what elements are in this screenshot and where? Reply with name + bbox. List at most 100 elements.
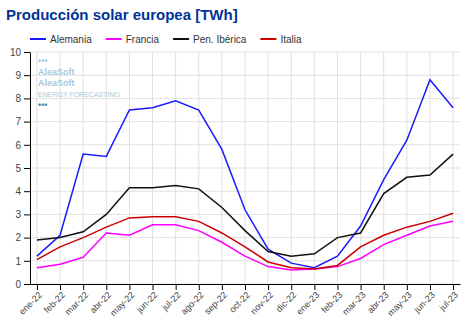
tick: 10 [10, 47, 30, 58]
tick-mark [83, 284, 84, 290]
grid-line [406, 52, 407, 284]
tick-mark [337, 284, 338, 290]
annotations: •••AleaSoftAleaSoftENERGY FORECASTING••• [38, 56, 120, 110]
tick: 4 [15, 186, 30, 197]
grid-line [429, 52, 430, 284]
tick-label: 9 [15, 70, 21, 81]
chart-container: 0 1 2 3 4 5 6 7 8 9 10 ene-22feb-22mar-22abr-22may-… [0, 0, 474, 328]
tick-mark [199, 284, 200, 290]
tick-mark [24, 75, 30, 76]
tick-mark [407, 284, 408, 290]
tick-label: sep-22 [202, 290, 229, 317]
tick-mark [384, 284, 385, 290]
legend-swatch [30, 38, 46, 40]
grid-line [453, 52, 454, 284]
tick: sep-22 [202, 284, 229, 316]
tick: nov-22 [249, 284, 276, 316]
legend-item: Pen. Ibérica [173, 34, 247, 45]
tick: 2 [15, 232, 30, 243]
tick: mar-23 [340, 284, 367, 317]
grid-line [337, 52, 338, 284]
annotation: AleaSoft [38, 67, 75, 77]
tick: 3 [15, 209, 30, 220]
tick-label: nov-22 [249, 290, 276, 317]
grid-line [221, 52, 222, 284]
tick-mark [37, 284, 38, 290]
tick-mark [24, 98, 30, 99]
annotation: ENERGY FORECASTING [38, 91, 120, 98]
tick-label: 6 [15, 140, 21, 151]
legend-swatch [106, 38, 122, 40]
legend: Alemania Francia Pen. Ibérica Italia [30, 34, 302, 45]
grid-line [314, 52, 315, 284]
tick-mark [176, 284, 177, 290]
tick-mark [245, 284, 246, 290]
series-line [37, 213, 453, 269]
tick-label: oct-22 [227, 290, 252, 315]
tick-label: ago-22 [179, 290, 206, 317]
tick-label: 3 [15, 209, 21, 220]
tick-label: may-22 [108, 290, 136, 318]
tick-label: mar-23 [340, 290, 367, 317]
tick: may-22 [108, 284, 136, 318]
tick: ago-22 [179, 284, 206, 317]
grid-line [360, 52, 361, 284]
tick: jun-22 [134, 284, 159, 315]
grid-line [83, 52, 84, 284]
tick: ene-22 [17, 284, 44, 317]
grid-line [175, 52, 176, 284]
grid-line [129, 52, 130, 284]
tick-mark [153, 284, 154, 290]
tick-label: 1 [15, 255, 21, 266]
y-axis: 0 1 2 3 4 5 6 7 8 9 10 [10, 47, 31, 290]
tick-label: may-23 [386, 290, 414, 318]
tick-mark [453, 284, 454, 290]
tick-label: 8 [15, 93, 21, 104]
tick-mark [106, 284, 107, 290]
tick-mark [361, 284, 362, 290]
tick-label: 7 [15, 116, 21, 127]
tick-label: 2 [15, 232, 21, 243]
tick: 5 [15, 163, 30, 174]
legend-label: Italia [280, 34, 302, 45]
tick-label: 0 [15, 279, 21, 290]
tick: mar-22 [63, 284, 90, 317]
annotation: ••• [38, 56, 47, 66]
tick-mark [430, 284, 431, 290]
tick-label: mar-22 [63, 290, 90, 317]
tick-mark [24, 238, 30, 239]
tick-label: ene-22 [17, 290, 44, 317]
legend-item: Alemania [30, 34, 92, 45]
title: Producción solar europea [TWh] [6, 6, 238, 23]
tick-label: 4 [15, 186, 21, 197]
tick-mark [24, 261, 30, 262]
tick: 1 [15, 255, 30, 266]
tick-label: jul-23 [437, 290, 460, 313]
grid-line [291, 52, 292, 284]
tick-label: jun-23 [411, 290, 436, 315]
x-axis: ene-22feb-22mar-22abr-22may-22jun-22jul-… [17, 284, 460, 318]
grid-line [198, 52, 199, 284]
tick-mark [314, 284, 315, 290]
series-line [37, 221, 453, 270]
axis-domain [30, 53, 31, 285]
annotation: ••• [38, 100, 47, 110]
legend-label: Francia [126, 34, 160, 45]
plot-area [37, 80, 453, 270]
tick-label: ene-23 [294, 290, 321, 317]
tick: 0 [15, 279, 30, 290]
tick-mark [222, 284, 223, 290]
legend-label: Alemania [50, 34, 92, 45]
tick-mark [24, 191, 30, 192]
legend-swatch [260, 38, 276, 40]
chart: 0 1 2 3 4 5 6 7 8 9 10 ene-22feb-22mar-22abr-22may-… [0, 0, 474, 328]
tick: 8 [15, 93, 30, 104]
tick-mark [268, 284, 269, 290]
grid-line [383, 52, 384, 284]
tick-label: 10 [10, 47, 22, 58]
tick: 7 [15, 116, 30, 127]
tick: 6 [15, 140, 30, 151]
tick: 9 [15, 70, 30, 81]
tick-mark [129, 284, 130, 290]
tick-mark [60, 284, 61, 290]
